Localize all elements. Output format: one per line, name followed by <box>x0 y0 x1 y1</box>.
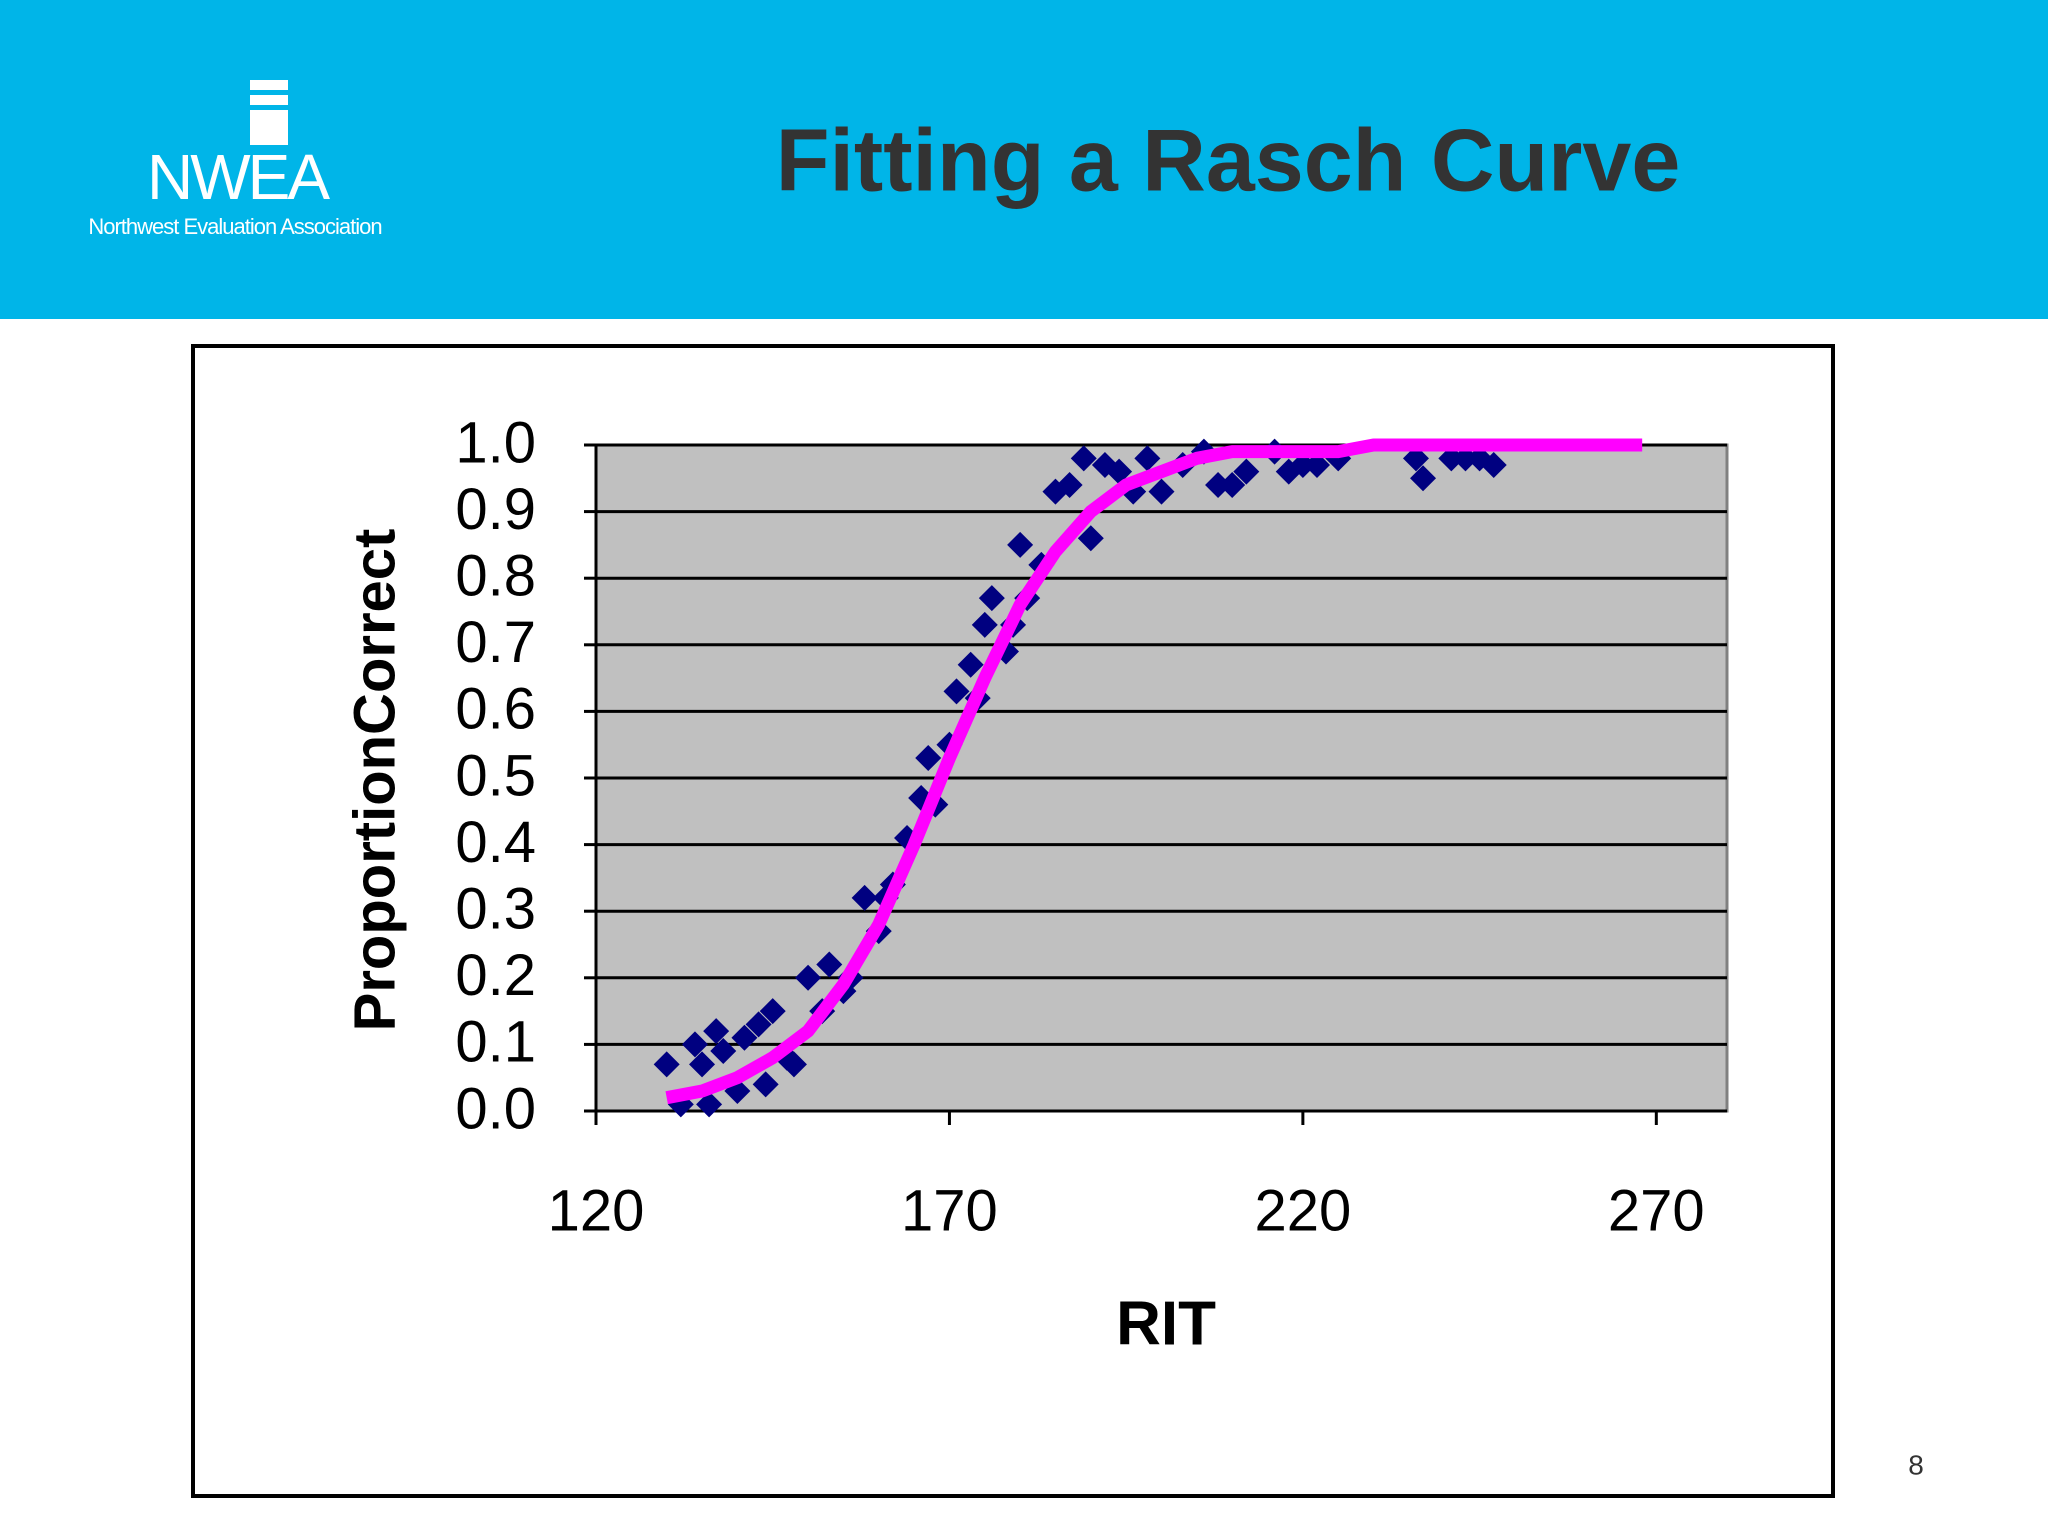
y-tick-label: 0.3 <box>455 877 536 942</box>
scatter-point <box>1233 458 1260 485</box>
scatter-point <box>1205 471 1232 498</box>
scatter-point <box>1304 451 1331 478</box>
scatter-point <box>1070 445 1097 472</box>
fit-curve <box>665 438 1643 1105</box>
scatter-point <box>710 1038 737 1065</box>
scatter-point <box>978 585 1005 612</box>
scatter-point <box>851 884 878 911</box>
x-tick-label: 270 <box>1608 1178 1705 1243</box>
scatter-point <box>1402 445 1429 472</box>
scatter-point <box>752 1071 779 1098</box>
scatter-point <box>1056 471 1083 498</box>
scatter-point <box>653 1051 680 1078</box>
scatter-point <box>1077 525 1104 552</box>
scatter-point <box>1452 445 1479 472</box>
x-tick-label: 220 <box>1254 1178 1351 1243</box>
chart: 0.00.10.20.30.40.50.60.70.80.91.0 120 170 2… <box>342 410 1729 1358</box>
scatter-point <box>1219 471 1246 498</box>
scatter-point <box>957 651 984 678</box>
logo-bar <box>250 95 288 105</box>
scatter-point <box>1007 531 1034 558</box>
x-tick-label: 120 <box>548 1178 645 1243</box>
y-tick-label: 0.7 <box>455 610 536 675</box>
y-tick-label: 0.5 <box>455 743 536 808</box>
y-tick-label: 0.1 <box>455 1010 536 1075</box>
scatter-point <box>1106 458 1133 485</box>
scatter-point <box>689 1051 716 1078</box>
y-tick-label: 0.8 <box>455 544 536 609</box>
logo: NWEA Northwest Evaluation Association <box>88 80 383 239</box>
scatter-point <box>816 951 843 978</box>
scatter-point <box>1148 478 1175 505</box>
logo-block <box>250 110 288 145</box>
scatter-point <box>915 745 942 772</box>
y-tick-label: 1.0 <box>455 410 536 475</box>
header-band <box>0 0 2048 319</box>
scatter-point <box>1289 451 1316 478</box>
scatter-point <box>780 1051 807 1078</box>
y-axis-title: ProportionCorrect <box>342 529 407 1032</box>
logo-text: NWEA <box>147 141 330 213</box>
y-tick-label: 0.2 <box>455 943 536 1008</box>
logo-subtitle: Northwest Evaluation Association <box>88 214 381 239</box>
scatter-point <box>681 1031 708 1058</box>
scatter-point <box>943 678 970 705</box>
page-number: 8 <box>1908 1449 1924 1480</box>
y-tick-label: 0.0 <box>455 1076 536 1141</box>
scatter-point <box>703 1018 730 1045</box>
scatter-point <box>971 611 998 638</box>
scatter-point <box>1480 451 1507 478</box>
slide-title: Fitting a Rasch Curve <box>776 110 1681 209</box>
logo-bar <box>250 80 288 90</box>
scatter-point <box>731 1024 758 1051</box>
scatter-point <box>1438 445 1465 472</box>
scatter-point <box>759 998 786 1025</box>
scatter-point <box>745 1011 772 1038</box>
x-tick-label: 170 <box>901 1178 998 1243</box>
scatter-point <box>1134 445 1161 472</box>
scatter-point <box>696 1091 723 1118</box>
scatter-point <box>1410 465 1437 492</box>
scatter-point <box>795 964 822 991</box>
y-tick-label: 0.4 <box>455 810 536 875</box>
x-axis-title: RIT <box>1116 1289 1216 1358</box>
y-tick-label: 0.9 <box>455 477 536 542</box>
y-tick-label: 0.6 <box>455 677 536 742</box>
